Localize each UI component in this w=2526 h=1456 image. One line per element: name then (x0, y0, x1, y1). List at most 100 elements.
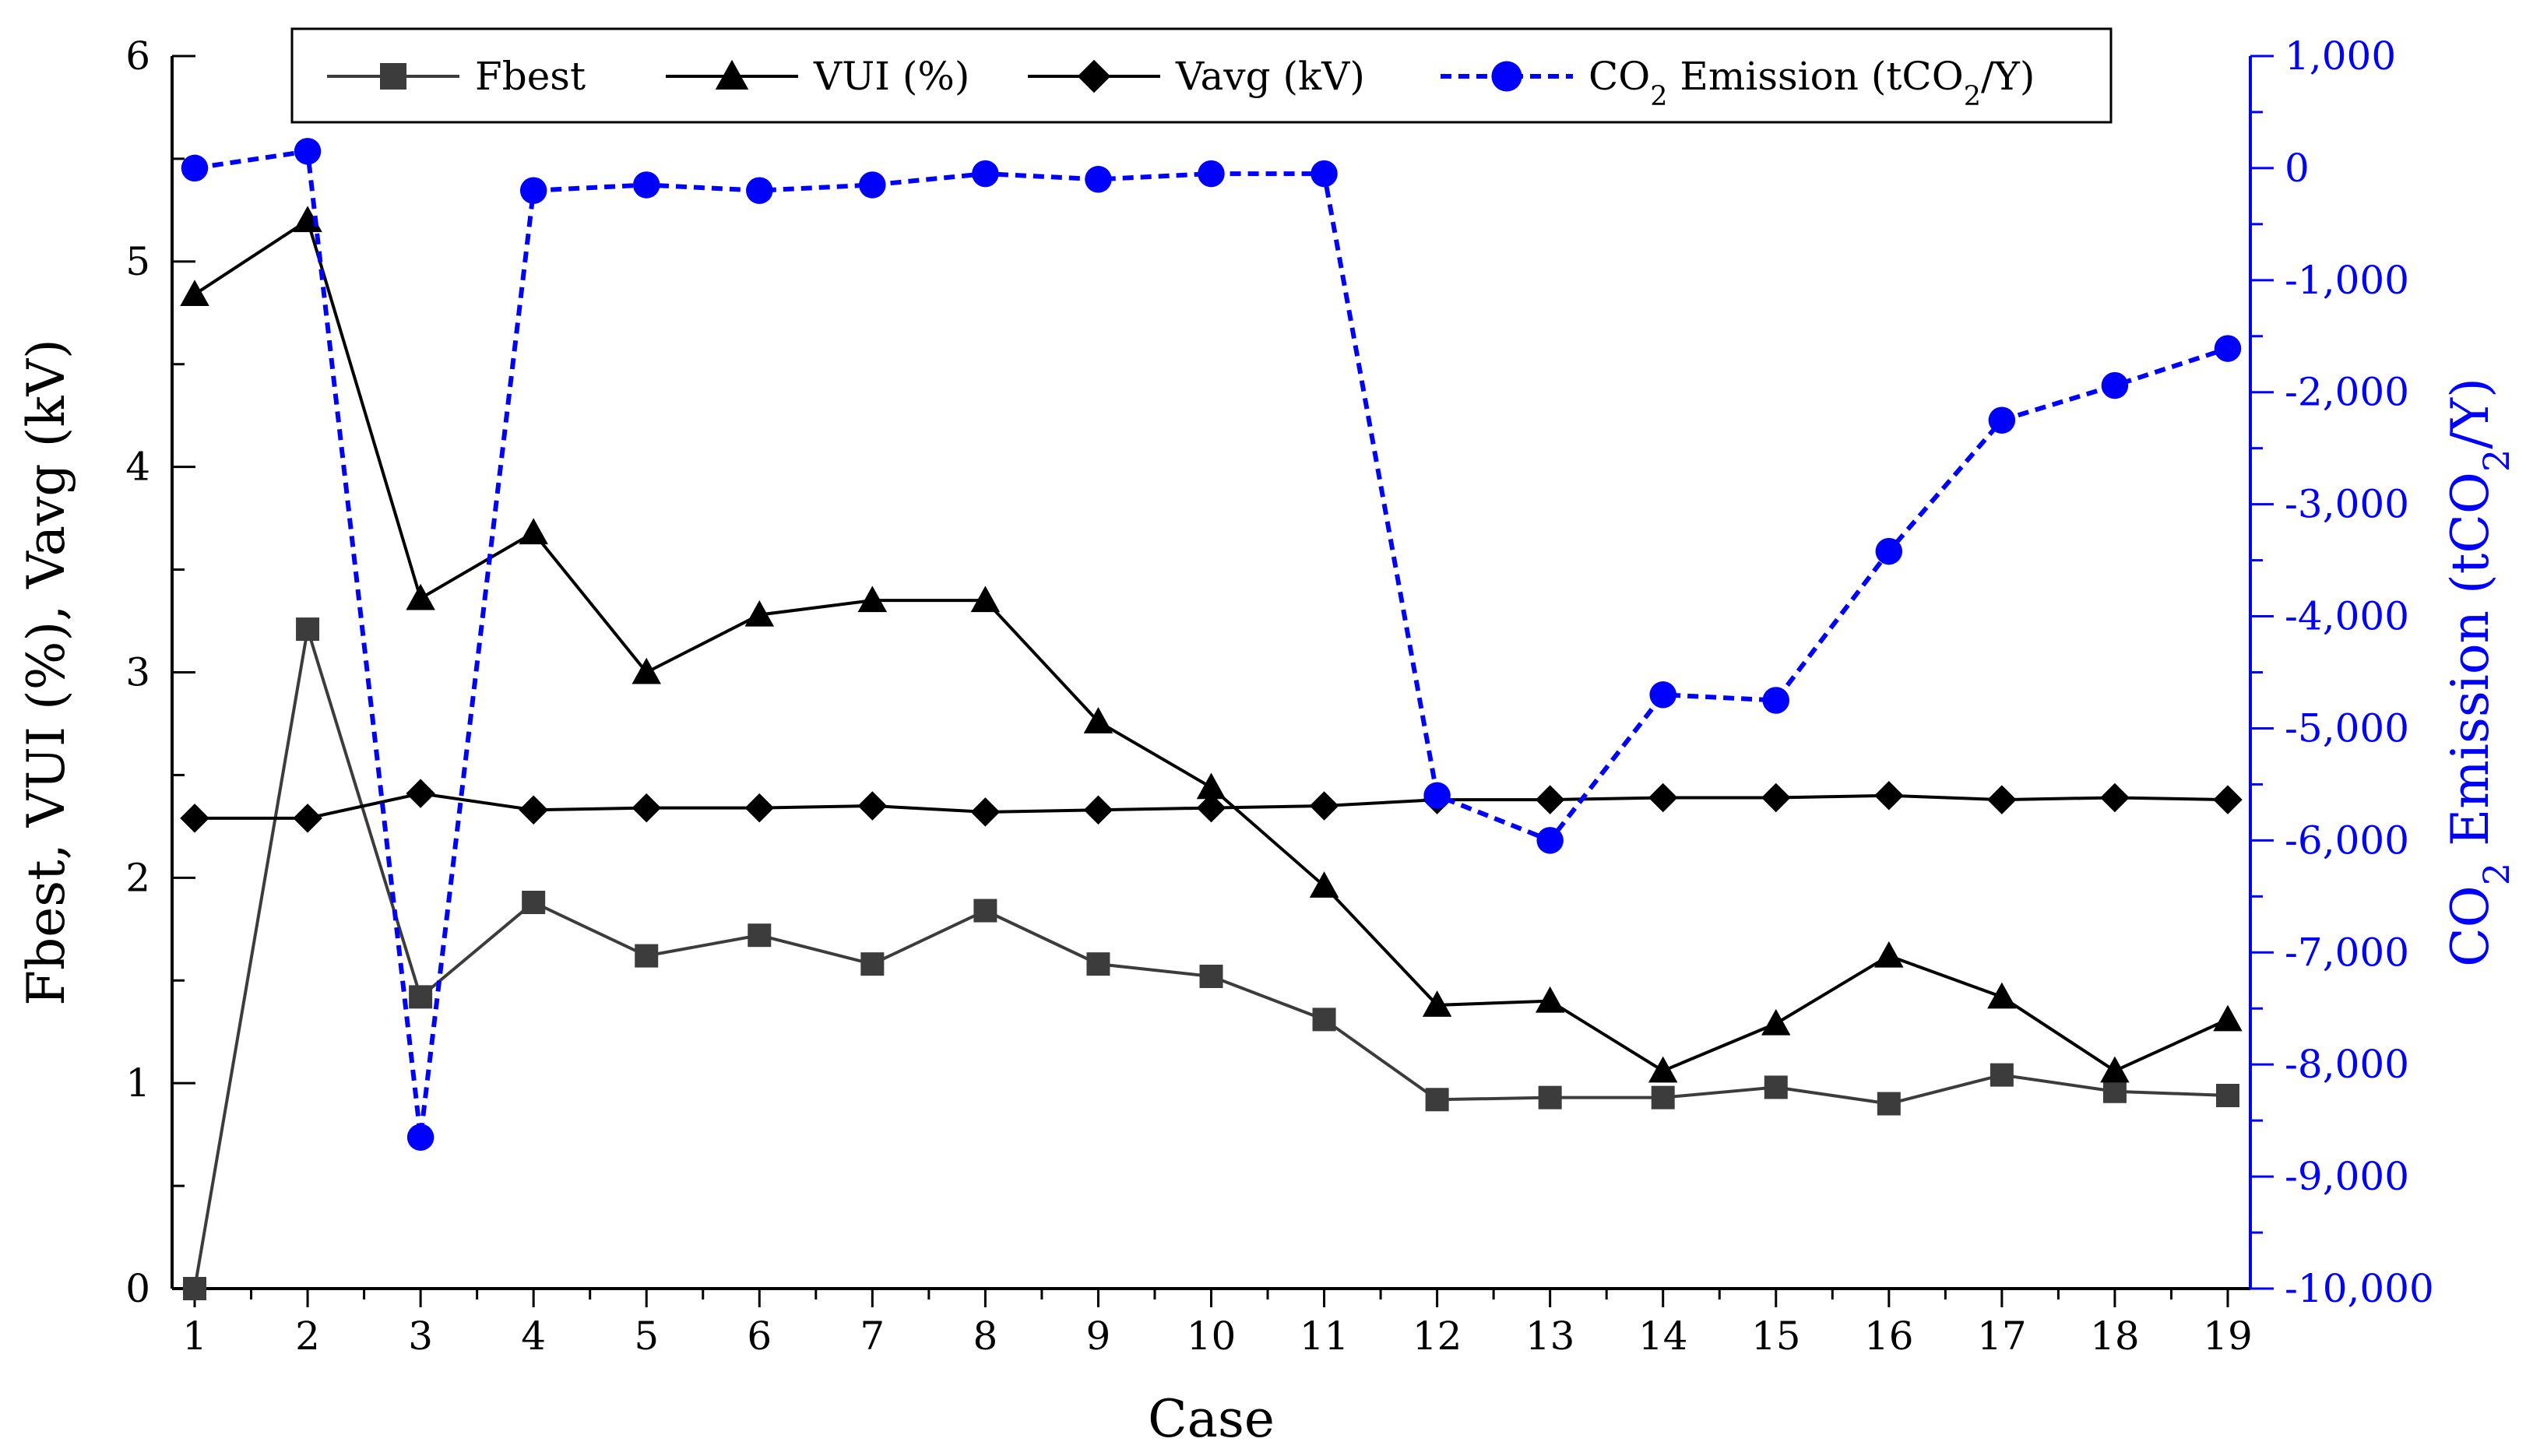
y-tick-label: 6 (125, 33, 150, 79)
data-point (744, 600, 775, 627)
x-tick-label: 8 (973, 1314, 997, 1359)
data-point (1877, 1092, 1901, 1116)
data-point (1425, 1088, 1449, 1112)
y-tick-label: 4 (125, 445, 150, 490)
y2-tick-label: -1,000 (2285, 258, 2409, 303)
y2-tick-label: -8,000 (2285, 1042, 2409, 1087)
data-point (1086, 952, 1110, 976)
series-2 (180, 779, 2243, 833)
data-point (632, 171, 660, 199)
data-point (1196, 793, 1226, 823)
data-point (1874, 781, 1904, 811)
data-point (1309, 791, 1339, 821)
data-point (519, 795, 548, 825)
data-point (1648, 1056, 1678, 1083)
data-point (1761, 1008, 1791, 1036)
x-tick-label: 5 (634, 1314, 659, 1359)
x-tick-label: 19 (2203, 1314, 2253, 1359)
x-tick-label: 15 (1751, 1314, 1801, 1359)
x-tick-label: 6 (747, 1314, 772, 1359)
data-point (180, 804, 209, 833)
x-tick-label: 3 (408, 1314, 433, 1359)
data-point (1987, 982, 2017, 1009)
data-point (519, 177, 547, 204)
y2-tick-label: -9,000 (2285, 1154, 2409, 1199)
data-point (1538, 1085, 1562, 1110)
x-tick-label: 11 (1300, 1314, 1349, 1359)
legend-label: CO2 Emission (tCO2/Y) (1588, 54, 2035, 112)
y2-tick-label: -4,000 (2285, 594, 2409, 639)
x-tick-label: 12 (1413, 1314, 1462, 1359)
data-point (1309, 871, 1339, 898)
data-point (2100, 1056, 2130, 1083)
data-point (1312, 1008, 1336, 1032)
data-point (1083, 795, 1113, 825)
series-1 (180, 206, 2243, 1083)
data-point (2101, 371, 2129, 399)
legend-box (290, 27, 2113, 124)
data-point (859, 171, 886, 199)
data-point (293, 804, 322, 833)
legend-label: Fbest (475, 54, 586, 99)
y2-tick-label: -3,000 (2285, 482, 2409, 527)
data-point (970, 586, 1001, 613)
data-point (746, 177, 773, 204)
y2-tick-label: -2,000 (2285, 370, 2409, 415)
data-point (409, 985, 433, 1009)
series-layer (180, 138, 2243, 1300)
data-point (1535, 785, 1565, 814)
x-tick-label: 16 (1864, 1314, 1914, 1359)
data-point (972, 160, 999, 188)
data-point (1196, 772, 1226, 800)
data-point (406, 583, 435, 610)
data-point (1535, 986, 1565, 1013)
legend-marker (380, 63, 406, 90)
data-point (748, 923, 772, 948)
x-tick-label: 2 (295, 1314, 320, 1359)
x-tick-label: 9 (1086, 1314, 1111, 1359)
x-tick-label: 10 (1187, 1314, 1237, 1359)
data-point (1198, 160, 1225, 188)
series-3 (181, 138, 2242, 1151)
legend-label: VUI (%) (813, 54, 969, 99)
data-point (1875, 537, 1903, 565)
series-line (193, 628, 2229, 1289)
x-tick-label: 14 (1638, 1314, 1688, 1359)
series-0 (183, 617, 2239, 1300)
y2-tick-label: -7,000 (2285, 930, 2409, 975)
data-point (632, 657, 661, 684)
data-point (744, 793, 775, 823)
data-point (1988, 406, 2016, 434)
data-point (1648, 783, 1678, 813)
x-tick-label: 17 (1977, 1314, 2027, 1359)
data-point (635, 944, 659, 968)
data-point (1761, 783, 1791, 813)
data-point (1083, 707, 1113, 733)
data-point (857, 791, 888, 821)
data-point (1762, 687, 1790, 714)
axes: 0 12 3 4 5 6 -10,000 -9,000 -8,000 -7,000 -6,000 -5… (16, 33, 2517, 1449)
y2-tick-label: -5,000 (2285, 705, 2409, 751)
data-point (857, 586, 888, 613)
y2-tick-label: -6,000 (2285, 818, 2409, 863)
x-axis-title: Case (1148, 1389, 1275, 1449)
series-line (194, 148, 2229, 1138)
data-point (1422, 990, 1452, 1017)
y-axis-title: Fbest, VUI (%), Vavg (kV) (16, 339, 76, 1006)
y2-tick-label: -10,000 (2285, 1266, 2434, 1311)
data-point (294, 138, 322, 165)
data-point (1874, 941, 1904, 968)
data-point (2213, 785, 2243, 814)
data-point (1199, 964, 1223, 988)
data-point (2213, 1004, 2243, 1032)
data-point (632, 793, 661, 823)
y2-tick-label: 0 (2285, 146, 2310, 191)
data-point (406, 1124, 434, 1151)
data-point (1423, 782, 1451, 810)
data-point (522, 890, 546, 914)
data-point (1536, 827, 1564, 854)
legend-label: Vavg (kV) (1175, 54, 1365, 99)
legend: Fbest VUI (%) Vavg (kV) CO2 Emission (tCO2/… (290, 27, 2113, 124)
x-tick-label: 18 (2090, 1314, 2140, 1359)
